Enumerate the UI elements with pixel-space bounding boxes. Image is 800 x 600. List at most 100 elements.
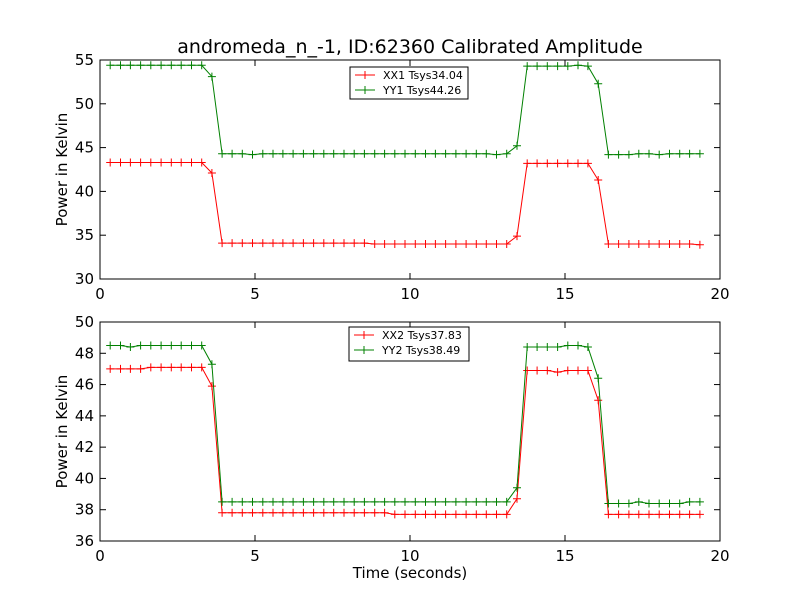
- data-point: [238, 497, 247, 506]
- data-point: [116, 341, 125, 350]
- y-tick-label: 50: [75, 95, 94, 113]
- data-point: [136, 341, 145, 350]
- data-point: [634, 497, 643, 506]
- data-point: [177, 158, 186, 167]
- data-point: [492, 150, 501, 159]
- data-point: [502, 497, 511, 506]
- data-point: [167, 61, 176, 70]
- data-point: [177, 61, 186, 70]
- legend-box: [349, 66, 469, 100]
- data-point: [269, 239, 277, 248]
- data-point: [350, 239, 359, 248]
- data-point: [482, 497, 491, 506]
- data-point: [177, 363, 186, 372]
- data-point: [278, 149, 287, 158]
- data-point: [441, 149, 450, 158]
- data-point: [258, 508, 267, 517]
- data-point: [665, 499, 674, 508]
- data-point: [462, 510, 471, 519]
- data-point: [594, 396, 603, 405]
- x-tick-label: 5: [250, 285, 260, 303]
- x-tick-label: 0: [95, 547, 105, 565]
- data-point: [380, 497, 389, 506]
- data-point: [309, 497, 318, 506]
- legend-label: XX1 Tsys34.04: [383, 69, 463, 82]
- data-point: [329, 239, 338, 248]
- data-point: [523, 366, 532, 375]
- data-point: [665, 510, 674, 519]
- x-tick-label: 0: [95, 285, 105, 303]
- data-point: [360, 149, 369, 158]
- data-point: [604, 510, 613, 519]
- data-point: [533, 343, 542, 351]
- y-tick-label: 50: [75, 313, 94, 331]
- data-point: [207, 169, 216, 177]
- data-point: [289, 508, 298, 517]
- data-point: [167, 158, 176, 167]
- data-point: [513, 232, 521, 241]
- data-point: [563, 366, 572, 375]
- data-point: [634, 240, 643, 248]
- data-point: [482, 510, 491, 519]
- data-point: [116, 61, 125, 70]
- legend: XX2 Tsys37.83 YY2 Tsys38.49: [348, 326, 470, 362]
- y-tick-label: 42: [75, 438, 94, 456]
- data-point: [116, 364, 125, 373]
- data-point: [248, 497, 257, 506]
- data-point: [228, 239, 237, 248]
- data-point: [350, 149, 359, 158]
- data-point: [655, 150, 664, 159]
- data-point: [675, 499, 684, 508]
- data-point: [695, 510, 704, 519]
- data-point: [146, 158, 155, 167]
- data-point: [645, 510, 653, 519]
- data-point: [340, 508, 348, 517]
- data-point: [269, 508, 277, 517]
- data-point: [319, 149, 328, 158]
- y-tick-label: 35: [75, 226, 94, 244]
- data-point: [583, 343, 592, 351]
- data-point: [116, 158, 125, 167]
- data-point: [685, 240, 694, 248]
- data-point: [553, 159, 562, 168]
- data-point: [421, 149, 430, 158]
- data-point: [451, 149, 460, 158]
- data-point: [136, 364, 145, 373]
- data-point: [533, 62, 542, 71]
- data-point: [390, 510, 399, 519]
- y-tick-label: 30: [75, 270, 94, 288]
- data-point: [614, 150, 623, 159]
- data-point: [523, 343, 532, 351]
- legend-marker: [361, 86, 369, 94]
- data-point: [675, 240, 684, 248]
- data-point: [126, 343, 135, 351]
- data-point: [421, 510, 430, 519]
- data-point: [187, 363, 196, 372]
- data-point: [136, 158, 145, 167]
- data-point: [340, 497, 348, 506]
- data-point: [207, 382, 216, 391]
- legend-marker: [361, 71, 369, 79]
- y-tick-label: 40: [75, 469, 94, 487]
- data-point: [655, 499, 664, 508]
- data-point: [451, 510, 460, 519]
- data-point: [695, 240, 704, 249]
- data-point: [350, 497, 359, 506]
- data-point: [146, 61, 155, 70]
- data-point: [309, 508, 318, 517]
- data-point: [340, 239, 348, 248]
- data-point: [207, 72, 216, 81]
- data-point: [278, 508, 287, 517]
- data-point: [665, 240, 674, 248]
- data-point: [543, 343, 552, 351]
- data-point: [462, 240, 471, 248]
- data-point: [594, 176, 603, 184]
- data-point: [563, 341, 572, 350]
- data-point: [634, 149, 643, 158]
- y-tick-label: 44: [75, 407, 94, 425]
- data-point: [492, 510, 501, 519]
- data-point: [553, 343, 562, 351]
- figure-title: andromeda_n_-1, ID:62360 Calibrated Ampl…: [177, 36, 642, 58]
- data-point: [401, 497, 409, 506]
- data-point: [299, 239, 308, 248]
